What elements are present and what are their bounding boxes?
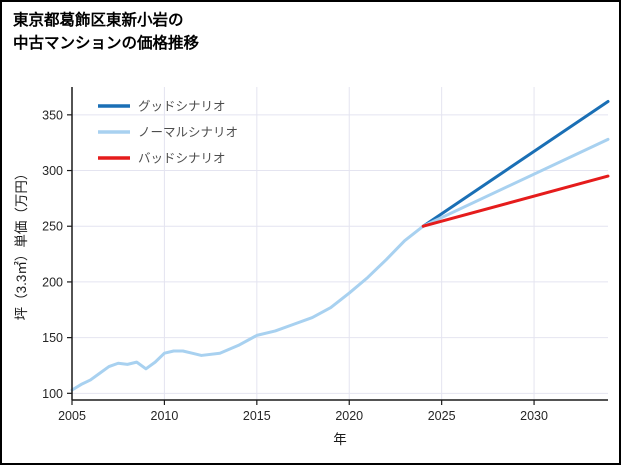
y-tick-label: 250 — [42, 220, 63, 234]
series-line-1 — [70, 137, 610, 392]
x-tick-label: 2005 — [58, 409, 86, 423]
y-axis-label: 坪（3.3㎡）単価（万円） — [14, 167, 29, 321]
y-tick-label: 100 — [42, 387, 63, 401]
x-tick-label: 2010 — [151, 409, 179, 423]
legend-label-1: ノーマルシナリオ — [138, 126, 238, 140]
legend-label-2: バッドシナリオ — [138, 152, 226, 166]
chart-title: 東京都葛飾区東新小岩の 中古マンションの価格推移 — [13, 9, 199, 56]
x-tick-label: 2030 — [520, 409, 548, 423]
y-tick-label: 300 — [42, 164, 63, 178]
y-tick-label: 350 — [42, 108, 63, 122]
series-line-0 — [421, 99, 610, 228]
chart-title-line-1: 東京都葛飾区東新小岩の — [13, 12, 184, 29]
x-axis-label: 年 — [333, 432, 347, 447]
x-tick-label: 2025 — [428, 409, 456, 423]
x-tick-label: 2020 — [335, 409, 363, 423]
series-line-2 — [421, 174, 610, 228]
y-tick-label: 200 — [42, 275, 63, 289]
y-tick-label: 150 — [42, 331, 63, 345]
x-tick-label: 2015 — [243, 409, 271, 423]
legend-label-0: グッドシナリオ — [138, 100, 226, 114]
chart-title-line-2: 中古マンションの価格推移 — [13, 35, 200, 53]
